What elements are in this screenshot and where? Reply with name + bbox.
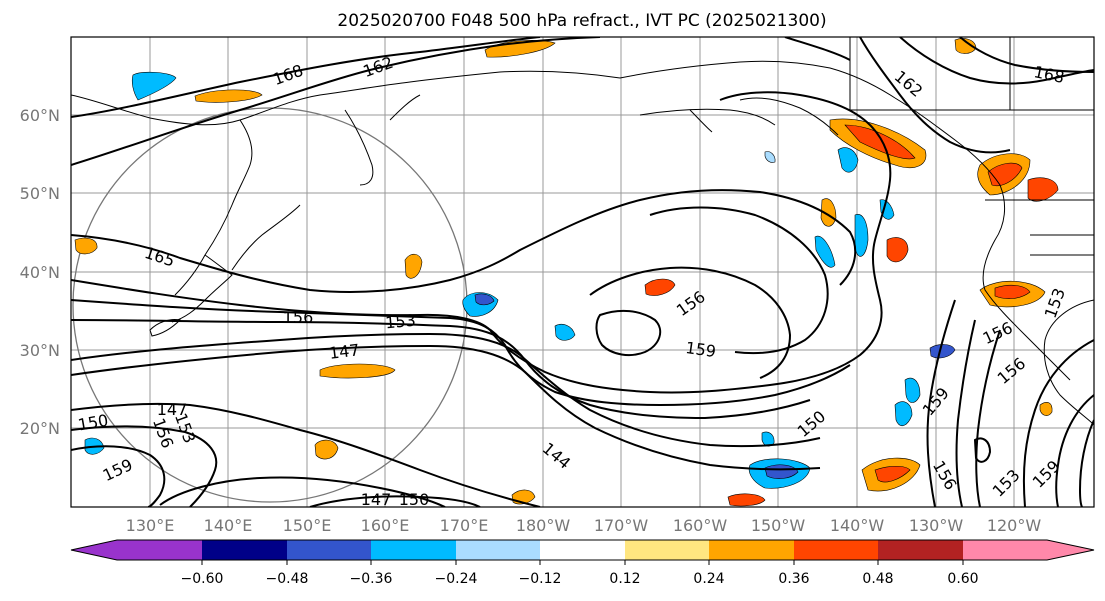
lon-label: 170°E [440, 516, 489, 535]
negative-anomaly-patch [764, 464, 799, 479]
lat-label: 30°N [20, 341, 60, 360]
lon-label: 150°W [751, 516, 806, 535]
positive-anomaly-patch [820, 198, 837, 227]
negative-anomaly-patch [131, 71, 177, 101]
colorbar-tick-label: 0.60 [947, 571, 978, 587]
colorbar-segment [625, 540, 709, 560]
colorbar-tick-label: 0.12 [609, 571, 640, 587]
lon-label: 160°W [673, 516, 728, 535]
lat-label: 20°N [20, 419, 60, 438]
lon-label: 150°E [283, 516, 332, 535]
positive-anomaly-patch [727, 493, 766, 507]
colorbar-segment [371, 540, 456, 560]
colorbar-tick-label: 0.48 [862, 571, 893, 587]
lon-label: 140°W [830, 516, 885, 535]
positive-anomaly-patch [886, 237, 909, 263]
lat-label: 50°N [20, 184, 60, 203]
positive-anomaly-patch [994, 284, 1031, 299]
positive-anomaly-patch [844, 124, 916, 160]
positive-anomaly-patch [74, 237, 98, 255]
contour-label: 159 [684, 338, 717, 361]
contour-label: 147 [361, 490, 392, 509]
lon-label: 130°E [126, 516, 175, 535]
positive-anomaly-patch [1039, 402, 1053, 416]
lat-label: 40°N [20, 263, 60, 282]
colorbar-tick-label: −0.12 [519, 571, 562, 587]
positive-anomaly-patch [194, 89, 263, 103]
negative-anomaly-patch [761, 431, 775, 447]
colorbar-segment [540, 540, 625, 560]
negative-anomaly-patch [814, 235, 836, 268]
positive-anomaly-patch [644, 278, 676, 296]
latitude-labels: 60°N 50°N 40°N 30°N 20°N [20, 106, 60, 438]
contour-label: 150 [399, 490, 430, 509]
colorbar: −0.60 −0.48 −0.36 −0.24 −0.12 0.12 0.24 … [70, 539, 1095, 587]
colorbar-outline [70, 539, 1095, 561]
lon-label: 140°E [204, 516, 253, 535]
colorbar-tick-label: −0.60 [181, 571, 224, 587]
negative-anomaly-patch [474, 293, 495, 306]
negative-anomaly-patch [904, 377, 921, 403]
lon-label: 160°E [361, 516, 410, 535]
figure-title: 2025020700 F048 500 hPa refract., IVT PC… [337, 11, 826, 31]
colorbar-extend-low [71, 540, 117, 560]
colorbar-ticks [201, 560, 964, 565]
longitude-labels: 130°E 140°E 150°E 160°E 170°E 180°W 170°… [126, 516, 1042, 535]
colorbar-extend-high [1047, 540, 1094, 560]
lon-label: 130°W [909, 516, 964, 535]
refractivity-contours [71, 37, 1094, 507]
lat-label: 60°N [20, 106, 60, 125]
contour-label: 156 [283, 308, 314, 327]
negative-anomaly-patch [854, 214, 869, 257]
positive-anomaly-patch [1027, 177, 1059, 202]
negative-anomaly-patch [764, 151, 776, 163]
map-panel: 168 162 165 156 153 147 147 153 156 150 … [70, 36, 1095, 509]
colorbar-segment [117, 540, 202, 560]
anomaly-shading [74, 38, 1059, 507]
lon-label: 120°W [987, 516, 1042, 535]
positive-anomaly-patch [314, 439, 339, 460]
negative-anomaly-patch [894, 401, 913, 427]
positive-anomaly-patch [404, 253, 423, 279]
colorbar-tick-label: 0.24 [693, 571, 724, 587]
negative-anomaly-patch [554, 324, 576, 341]
negative-anomaly-patch [929, 344, 956, 359]
map-frame [70, 36, 1095, 508]
colorbar-segment [202, 540, 287, 560]
colorbar-segment [709, 540, 794, 560]
positive-anomaly-patch [874, 465, 911, 483]
colorbar-tick-label: −0.48 [266, 571, 309, 587]
colorbar-tick-label: −0.36 [350, 571, 393, 587]
contour-label: 147 [157, 400, 188, 419]
coastlines [71, 37, 1094, 426]
contour-label: 153 [384, 311, 416, 333]
lon-label: 170°W [594, 516, 649, 535]
colorbar-segment [287, 540, 371, 560]
positive-anomaly-patch [319, 363, 396, 379]
colorbar-segment [456, 540, 540, 560]
negative-anomaly-patch [837, 147, 859, 173]
colorbar-tick-label: −0.24 [435, 571, 478, 587]
lon-label: 180°W [516, 516, 571, 535]
colorbar-segment [794, 540, 878, 560]
contour-label: 147 [328, 340, 361, 363]
colorbar-tick-label: 0.36 [778, 571, 809, 587]
colorbar-segment [878, 540, 963, 560]
colorbar-segment [963, 540, 1047, 560]
